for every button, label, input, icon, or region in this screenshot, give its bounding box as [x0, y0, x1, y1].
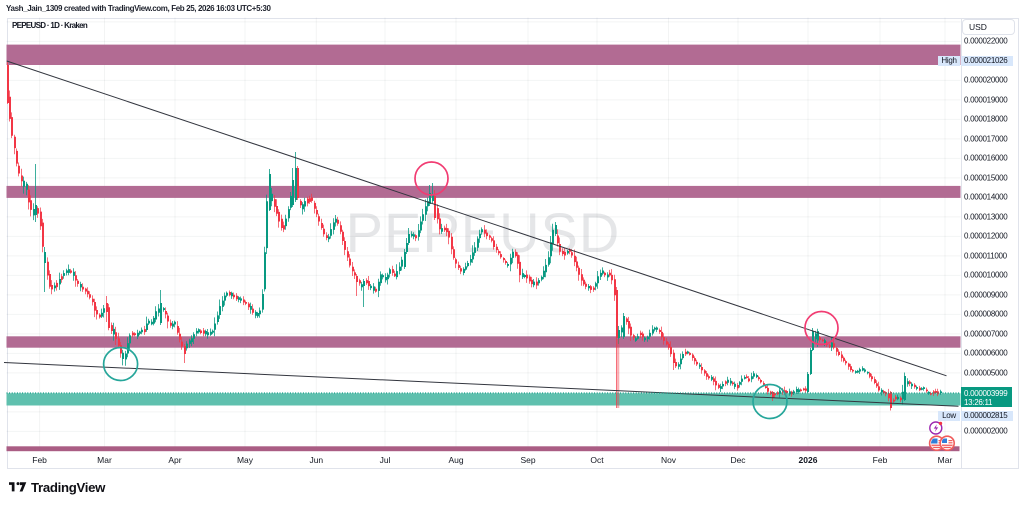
svg-text:PEPEUSD: PEPEUSD	[346, 201, 621, 264]
